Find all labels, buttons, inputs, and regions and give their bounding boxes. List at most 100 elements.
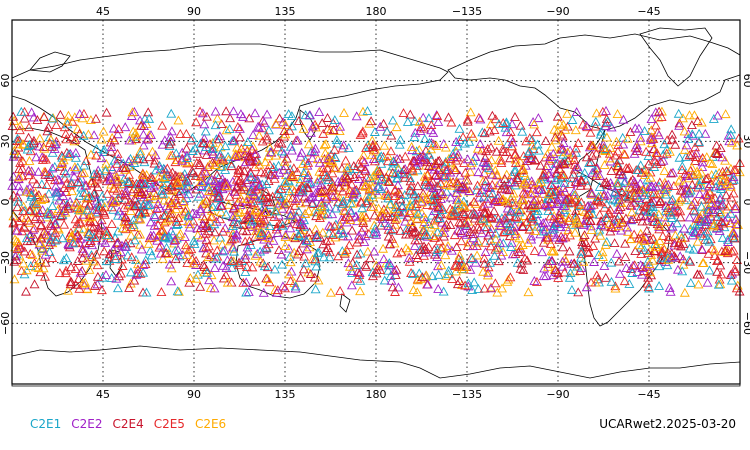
observation-marker: [323, 243, 333, 252]
observation-marker: [575, 266, 586, 275]
observation-marker: [201, 195, 212, 205]
observation-marker: [142, 134, 153, 144]
observation-marker: [557, 242, 568, 252]
observation-marker: [207, 211, 218, 221]
observation-marker: [70, 199, 81, 209]
observation-marker: [352, 249, 363, 259]
observation-marker: [57, 233, 68, 243]
observation-marker: [70, 263, 81, 273]
observation-marker: [298, 158, 308, 168]
observation-marker: [314, 213, 325, 223]
observation-marker: [554, 191, 565, 201]
observation-marker: [569, 266, 580, 276]
observation-marker: [713, 279, 724, 289]
observation-marker: [459, 201, 470, 211]
observation-marker: [545, 151, 556, 161]
observation-marker: [646, 132, 657, 142]
observation-marker: [382, 191, 393, 200]
observation-marker: [548, 148, 559, 158]
legend-item-c2e2: C2E2: [71, 417, 103, 431]
observation-marker: [715, 143, 726, 153]
observation-marker: [339, 107, 349, 117]
observation-marker: [167, 150, 178, 160]
observation-marker: [291, 219, 302, 229]
observation-marker: [493, 197, 504, 206]
observation-marker: [112, 158, 123, 168]
observation-marker: [84, 200, 95, 210]
observation-marker: [51, 191, 62, 201]
observation-marker: [692, 168, 703, 178]
observation-marker: [121, 186, 131, 195]
observation-marker: [69, 162, 80, 172]
observation-marker: [630, 187, 641, 197]
observation-marker: [357, 180, 368, 190]
observation-marker: [543, 234, 554, 244]
observation-marker: [426, 125, 437, 135]
observation-marker: [36, 219, 47, 229]
observation-marker: [696, 117, 707, 127]
observation-marker: [293, 245, 304, 255]
observation-marker: [560, 232, 571, 242]
observation-marker: [272, 200, 283, 210]
observation-marker: [122, 250, 133, 260]
observation-marker: [596, 126, 607, 136]
observation-marker: [696, 175, 707, 185]
observation-marker: [658, 155, 669, 165]
observation-marker: [62, 116, 73, 126]
observation-marker: [570, 125, 581, 135]
observation-marker: [391, 173, 402, 183]
observation-marker: [510, 154, 521, 164]
observation-marker: [91, 249, 102, 259]
observation-marker: [702, 191, 713, 201]
observation-marker: [642, 174, 653, 184]
observation-marker: [348, 189, 359, 199]
observation-marker: [19, 113, 30, 123]
observation-marker: [206, 174, 217, 184]
observation-marker: [428, 127, 439, 137]
observation-marker: [524, 133, 535, 143]
observation-marker: [521, 216, 532, 226]
observation-marker: [501, 127, 512, 137]
observation-marker: [35, 254, 46, 264]
observation-marker: [468, 233, 479, 243]
observation-marker: [730, 201, 741, 210]
observation-marker: [371, 229, 382, 239]
observation-marker: [120, 238, 131, 248]
observation-marker: [133, 179, 144, 189]
observation-marker: [242, 210, 253, 220]
observation-marker: [387, 115, 398, 125]
observation-marker: [557, 233, 568, 243]
observation-marker: [636, 269, 647, 279]
observation-marker: [650, 156, 661, 166]
observation-marker: [14, 216, 25, 226]
observation-marker: [439, 228, 450, 237]
observation-marker: [557, 256, 568, 266]
observation-marker: [618, 139, 629, 149]
observation-marker: [329, 115, 340, 125]
observation-marker: [480, 176, 491, 186]
observation-marker: [548, 221, 559, 231]
observation-marker: [324, 158, 335, 168]
observation-marker: [632, 143, 643, 153]
observation-marker: [187, 133, 198, 143]
observation-marker: [89, 280, 100, 290]
dataset-tag: UCARwet2.2025-03-20: [599, 417, 736, 431]
observation-marker: [135, 214, 146, 224]
observation-marker: [731, 219, 742, 229]
observation-marker: [174, 251, 185, 261]
observation-marker: [125, 205, 136, 215]
observation-marker: [70, 164, 81, 174]
observation-marker: [112, 148, 123, 158]
observation-marker: [177, 171, 188, 181]
observation-marker: [145, 217, 156, 227]
observation-marker: [347, 225, 358, 235]
observation-marker: [40, 167, 51, 177]
observation-marker: [464, 186, 475, 195]
observation-marker: [336, 214, 347, 224]
observation-marker: [361, 172, 372, 182]
observation-marker: [729, 263, 740, 273]
observation-marker: [722, 248, 733, 258]
observation-marker: [599, 178, 610, 188]
observation-marker: [469, 196, 480, 206]
observation-marker: [203, 252, 214, 262]
